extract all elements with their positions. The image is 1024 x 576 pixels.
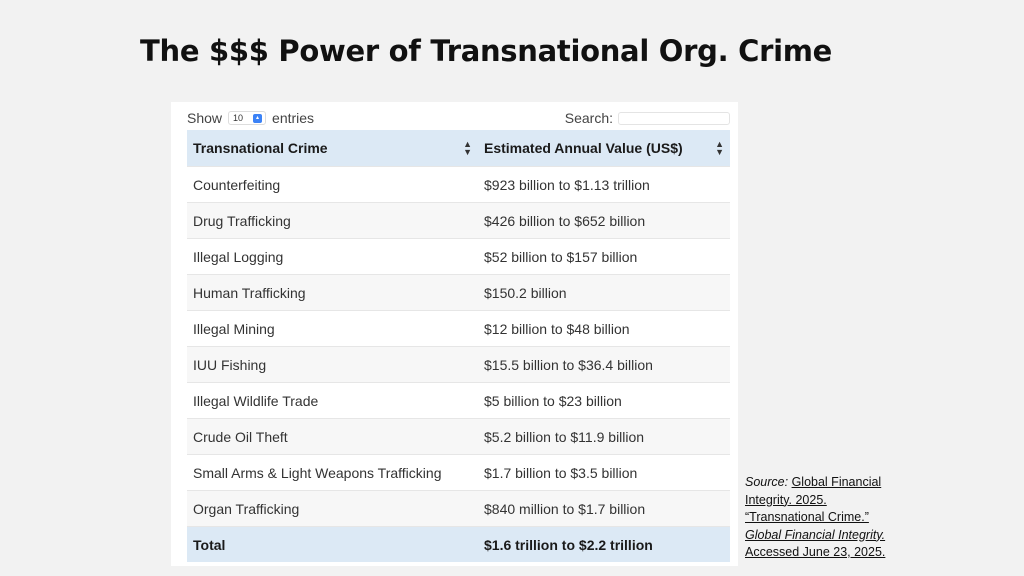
crime-cell: Drug Trafficking	[187, 202, 478, 239]
crime-cell: Counterfeiting	[187, 166, 478, 203]
value-cell: $52 billion to $157 billion	[478, 238, 730, 275]
table-row: Illegal Mining $12 billion to $48 billio…	[187, 310, 730, 347]
table-row: IUU Fishing $15.5 billion to $36.4 billi…	[187, 346, 730, 383]
value-cell: $1.7 billion to $3.5 billion	[478, 454, 730, 491]
table-header-row: Transnational Crime ▲ ▼ Estimated Annual …	[187, 130, 730, 167]
crime-cell: Crude Oil Theft	[187, 418, 478, 455]
show-label: Show	[187, 110, 223, 126]
table-row: Illegal Logging $52 billion to $157 bill…	[187, 238, 730, 275]
entries-select-value: 10	[233, 113, 244, 123]
source-publisher: Global Financial Integrity.	[745, 527, 886, 542]
select-arrows-icon: ▴	[253, 113, 263, 123]
table-controls: Show 10 ▴ entries Search:	[187, 108, 730, 130]
crime-cell: Organ Trafficking	[187, 490, 478, 527]
value-cell: $150.2 billion	[478, 274, 730, 311]
value-cell: $5 billion to $23 billion	[478, 382, 730, 419]
source-citation: Source: Global Financial Integrity. 2025…	[745, 474, 915, 562]
source-link-line5[interactable]: Accessed June 23, 2025.	[745, 545, 886, 559]
source-link-line1[interactable]: Global Financial	[791, 475, 882, 489]
crime-cell: Illegal Wildlife Trade	[187, 382, 478, 419]
search-control: Search:	[565, 110, 730, 126]
table-row: Illegal Wildlife Trade $5 billion to $23…	[187, 382, 730, 419]
crime-cell: IUU Fishing	[187, 346, 478, 383]
source-link-line2[interactable]: Integrity. 2025.	[745, 492, 827, 507]
table-total-row: Total $1.6 trillion to $2.2 trillion	[187, 526, 730, 562]
value-cell: $923 billion to $1.13 trillion	[478, 166, 730, 203]
total-label-cell: Total	[187, 526, 478, 562]
table-row: Human Trafficking $150.2 billion	[187, 274, 730, 311]
slide-title: The $$$ Power of Transnational Org. Crim…	[140, 34, 832, 68]
column-header-crime-label: Transnational Crime	[193, 140, 328, 156]
table-row: Crude Oil Theft $5.2 billion to $11.9 bi…	[187, 418, 730, 455]
crime-cell: Illegal Logging	[187, 238, 478, 275]
search-label: Search:	[564, 110, 613, 126]
source-link-line3[interactable]: “Transnational Crime.”	[745, 510, 869, 524]
value-cell: $12 billion to $48 billion	[478, 310, 730, 347]
sort-icon: ▲ ▼	[715, 139, 724, 157]
search-input[interactable]	[618, 111, 730, 125]
entries-label: entries	[272, 110, 315, 126]
entries-length-control: Show 10 ▴ entries	[187, 110, 314, 126]
source-link-line4[interactable]: Global Financial Integrity.	[745, 528, 885, 542]
column-header-value[interactable]: Estimated Annual Value (US$) ▲ ▼	[478, 130, 730, 167]
value-cell: $426 billion to $652 billion	[478, 202, 730, 239]
value-cell: $5.2 billion to $11.9 billion	[478, 418, 730, 455]
crime-value-table: Transnational Crime ▲ ▼ Estimated Annual …	[187, 130, 730, 562]
total-value-cell: $1.6 trillion to $2.2 trillion	[478, 526, 730, 562]
table-row: Organ Trafficking $840 million to $1.7 b…	[187, 490, 730, 527]
sort-icon: ▲ ▼	[463, 139, 472, 157]
table-row: Counterfeiting $923 billion to $1.13 tri…	[187, 166, 730, 203]
entries-select[interactable]: 10 ▴	[228, 111, 267, 125]
column-header-value-label: Estimated Annual Value (US$)	[484, 140, 683, 156]
datatable-panel: Show 10 ▴ entries Search: Transnational …	[171, 102, 738, 566]
table-row: Small Arms & Light Weapons Trafficking $…	[187, 454, 730, 491]
value-cell: $840 million to $1.7 billion	[478, 490, 730, 527]
source-prefix: Source:	[745, 475, 789, 489]
crime-cell: Illegal Mining	[187, 310, 478, 347]
column-header-crime[interactable]: Transnational Crime ▲ ▼	[187, 130, 478, 167]
table-row: Drug Trafficking $426 billion to $652 bi…	[187, 202, 730, 239]
crime-cell: Small Arms & Light Weapons Trafficking	[187, 454, 478, 491]
value-cell: $15.5 billion to $36.4 billion	[478, 346, 730, 383]
crime-cell: Human Trafficking	[187, 274, 478, 311]
